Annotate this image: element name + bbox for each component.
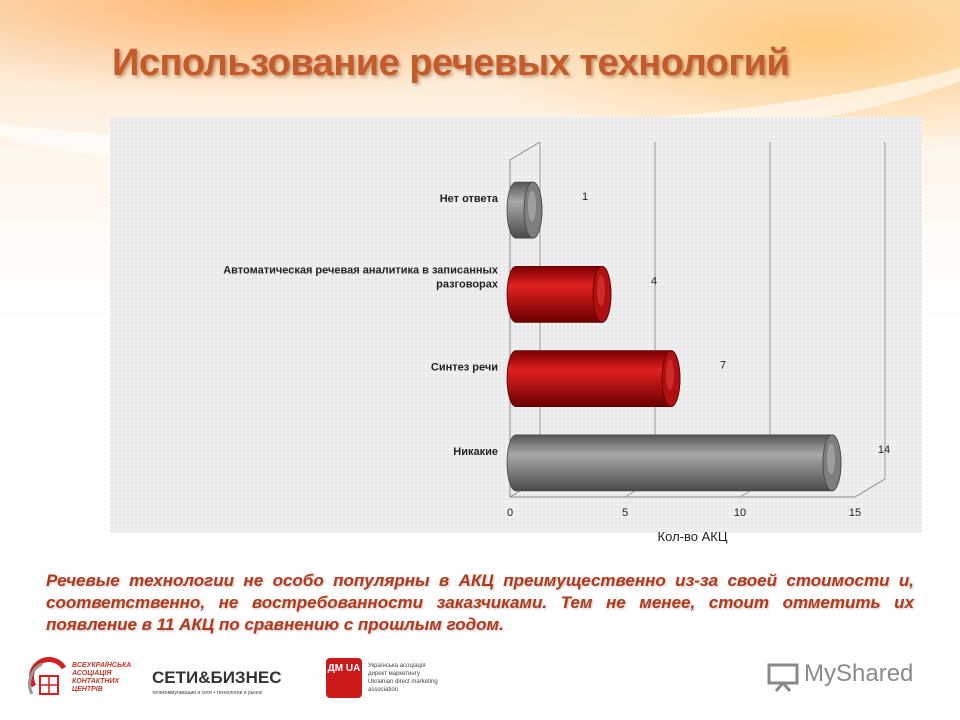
bar-cap-highlight <box>596 274 606 306</box>
data-label: 1 <box>582 191 588 203</box>
bar <box>506 350 681 408</box>
bar <box>506 434 842 492</box>
data-label: 4 <box>651 275 657 287</box>
myshared-logo[interactable]: MyShared <box>766 660 926 700</box>
logo1-line2: АСОЦІАЦІЯ <box>72 670 112 677</box>
presentation-board-icon <box>767 663 799 692</box>
bar-cap-highlight <box>826 443 836 475</box>
category-label: Нет ответа <box>440 193 499 205</box>
logo1-line4: ЦЕНТРІВ <box>72 686 103 693</box>
bar-cap-highlight <box>527 190 537 222</box>
slide-title: Использование речевых технологий <box>112 42 790 84</box>
category-label: разговорах <box>436 278 499 290</box>
x-axis-label: Кол-во АКЦ <box>658 529 728 544</box>
dm-ua-mark: ДМ UA <box>326 658 362 698</box>
x-tick-label: 5 <box>622 507 628 519</box>
data-label: 14 <box>878 444 890 456</box>
logo2-subtitle: телекоммуникации и сети • технологии и р… <box>152 690 263 696</box>
logo1-line1: ВСЕУКРАЇНСЬКА <box>72 662 132 669</box>
myshared-text: MyShared <box>804 660 914 687</box>
logo2-name: СЕТИ&БИЗНЕС <box>152 668 282 687</box>
logo1-line3: КОНТАКТНИХ <box>72 678 120 685</box>
logo3-line3: Ukrainian direct marketing <box>368 679 438 685</box>
logo3-line2: директ маркетингу <box>368 671 420 677</box>
contact-centers-association-logo: ВСЕУКРАЇНСЬКА АСОЦІАЦІЯ КОНТАКТНИХ ЦЕНТР… <box>26 656 136 706</box>
logo3-line4: association <box>368 687 399 693</box>
contact-centers-logo-icon <box>28 657 67 695</box>
category-label: Синтез речи <box>431 362 498 374</box>
footer-logos: ВСЕУКРАЇНСЬКА АСОЦІАЦІЯ КОНТАКТНИХ ЦЕНТР… <box>0 650 960 720</box>
direct-marketing-association-logo: ДМ UA Українська асоціація директ маркет… <box>326 658 456 706</box>
gridline-floor <box>854 478 886 498</box>
logo3-line1: Українська асоціація <box>368 663 426 669</box>
category-label: Никакие <box>453 446 498 458</box>
x-tick-label: 15 <box>849 507 861 519</box>
data-label: 7 <box>720 360 726 372</box>
x-tick-label: 0 <box>507 507 513 519</box>
seti-biznes-logo: СЕТИ&БИЗНЕС телекоммуникации и сети • те… <box>152 668 292 708</box>
bar-cap-highlight <box>665 359 675 391</box>
category-label: Автоматическая речевая аналитика в запис… <box>223 264 499 276</box>
x-tick-label: 10 <box>734 507 746 519</box>
slide-note: Речевые технологии не особо популярны в … <box>46 571 914 634</box>
